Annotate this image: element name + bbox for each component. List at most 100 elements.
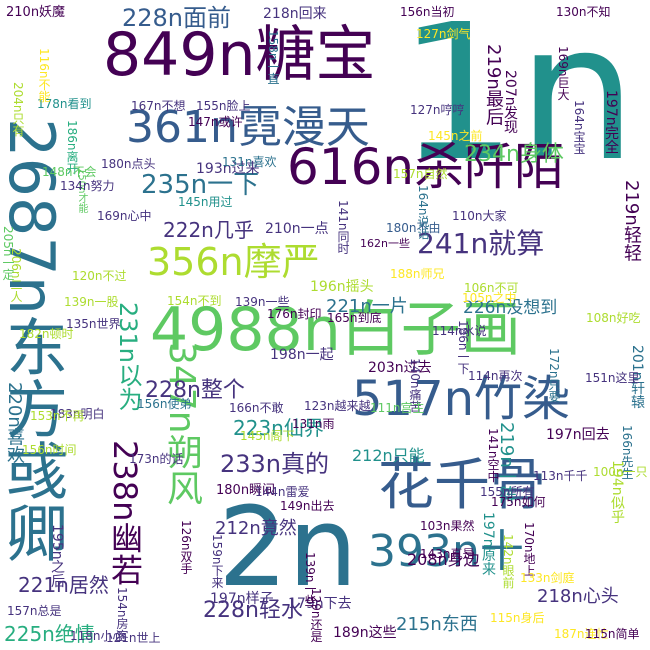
word-yaotou: 196n摇头: [310, 279, 374, 295]
word-yidian: 210n一点: [265, 221, 329, 237]
word-dehua: 173n的话: [129, 452, 184, 466]
word-shaqianmo: 616n杀阡陌: [287, 138, 565, 196]
word-yangzi: 197n样子: [210, 591, 274, 607]
word-fangke: 154n房客: [115, 587, 129, 642]
word-buzhi: 130n不知: [556, 5, 611, 19]
word-shenti: 234n身体: [464, 142, 564, 167]
word-gexia: 145n阁下: [240, 429, 295, 443]
word-kongzhong: 141n空中: [486, 428, 500, 483]
word-yuelaiyue: 123n越来越: [304, 399, 371, 413]
word-zhuran: 517n竹染: [352, 371, 571, 427]
word-likai: 186n离开: [65, 120, 79, 175]
word-lianmang: 187n连忙: [554, 627, 609, 641]
word-xuanyuan: 201n轩辕: [629, 345, 645, 409]
word-ziran: 157n自然: [393, 167, 448, 181]
word-shuangshou: 126n双手: [179, 520, 193, 575]
word-baobao: 164n宝宝: [572, 100, 586, 155]
word-2n: 2n: [218, 483, 358, 611]
word-huilai: 218n回来: [263, 6, 327, 22]
word-kandao: 178n看到: [37, 97, 92, 111]
word-nimantian: 361n霓漫天: [126, 102, 370, 153]
word-yixie: 162n一些: [360, 237, 410, 250]
word-huaqiangu: 花千骨: [378, 453, 546, 518]
word-fengyin: 176n封印: [267, 307, 322, 321]
word-shunjian: 180n瞬间: [216, 483, 276, 498]
word-yixie-3: 139n一些: [303, 552, 317, 607]
word-mianqian: 228n面前: [122, 4, 232, 32]
word-budao: 154n不到: [167, 294, 222, 308]
word-zhexie: 189n这些: [333, 625, 397, 641]
word-yixie-2: 139n一些: [235, 295, 290, 309]
word-lianshang: 155n脸上: [196, 99, 251, 113]
word-xiaqu: 179n下去: [288, 596, 352, 612]
word-yiding: 205n一定: [1, 226, 15, 281]
word-xinzhong: 169n心中: [97, 209, 152, 223]
word-buhui: 148n不会: [42, 165, 97, 179]
word-xiansheng: 166n先生: [620, 425, 634, 480]
word-gongzhu: 111n宫主: [370, 401, 425, 415]
word-shishang: 121n世上: [106, 631, 161, 645]
word-yixia: 235n一下: [141, 170, 260, 200]
word-dishang: 170n地上: [522, 522, 536, 577]
word-tongku: 140n痛苦: [408, 358, 422, 413]
word-shuohua: 164n说话: [416, 185, 430, 240]
word-ruhe: 175n如何: [491, 495, 546, 509]
word-dongfangyuqing: 2687n东方彧卿: [0, 118, 68, 564]
word-daodi: 165n到底: [327, 311, 382, 325]
word-erren: 206n二人: [9, 248, 23, 303]
word-zongshi: 157n总是: [7, 604, 62, 618]
word-jiandan: 115n简单: [585, 627, 640, 641]
word-qianqian: 113n千千: [533, 469, 588, 483]
word-sihu: 194n似乎: [609, 460, 625, 524]
word-zaici: 114n再次: [468, 369, 523, 383]
word-jueqing: 225n绝情: [4, 622, 95, 646]
word-xialai: 159n下来: [210, 534, 224, 589]
word-leiai: 144n雷爱: [255, 485, 310, 499]
word-xianjie: 223n仙界: [233, 416, 324, 440]
word-zheli: 151n这里: [585, 371, 640, 385]
word-dajia: 110n大家: [452, 209, 507, 223]
word-diantou: 180n点头: [101, 157, 156, 171]
word-zuihou: 219n最后: [483, 44, 504, 126]
word-buyou: 180n不由: [386, 221, 441, 235]
word-zhihou: 195n之后: [49, 524, 65, 588]
word-zhizhong: 105n之中: [462, 291, 517, 305]
word-dongxi: 215n东西: [396, 614, 478, 635]
word-shixiong: 188n师兄: [390, 267, 445, 281]
word-shenbian: 208n身边: [407, 550, 480, 569]
word-nuli: 134n努力: [60, 179, 115, 193]
word-zhiyou: 204n只有: [11, 82, 25, 137]
word-shenhou: 115n身后: [490, 611, 545, 625]
word-jihu: 222n几乎: [163, 218, 254, 242]
word-chuqu: 149n出去: [280, 499, 335, 513]
word-xintou: 218n心头: [537, 586, 619, 607]
word-hengheng: 127n哼哼: [410, 103, 465, 117]
word-guoran: 103n果然: [420, 519, 475, 533]
word-juran: 221n居然: [18, 573, 109, 597]
word-yanqian: 142n眼前: [501, 534, 515, 589]
word-caineng: 150n才能: [76, 168, 87, 214]
word-jiusuan: 241n就算: [417, 227, 545, 260]
word-yaomo: 210n妖魔: [6, 5, 66, 20]
word-yixia-2: 186n一下: [456, 320, 470, 375]
word-buke: 106n不可: [464, 281, 519, 295]
word-shijian: 156n时间: [22, 443, 77, 457]
word-yiwei: 231n以为: [114, 302, 142, 412]
word-jianting: 133n剑庭: [520, 571, 575, 585]
word-suoyou: 155n所有: [480, 485, 535, 499]
word-faxian: 207n发现: [502, 70, 518, 134]
word-zhengge: 228n整个: [145, 378, 245, 403]
word-zhenshi: 143n真是: [420, 547, 475, 561]
word-yiqi: 198n一起: [270, 347, 334, 363]
word-juda: 169n巨大: [556, 46, 570, 101]
word-xihuan: 220n喜欢: [4, 382, 25, 464]
word-yizhi-2: 100n一只: [593, 465, 648, 479]
word-guolai: 193n过来: [196, 161, 260, 177]
word-393n: 393n十: [368, 526, 524, 577]
word-mingbai: 183n明白: [50, 407, 105, 421]
word-shuishuo: 114n水说: [432, 324, 487, 338]
word-yigu: 139n一股: [64, 295, 119, 309]
word-guoqu: 203n过去: [368, 360, 432, 376]
word-baizihua: 4988n白子画: [150, 295, 521, 365]
